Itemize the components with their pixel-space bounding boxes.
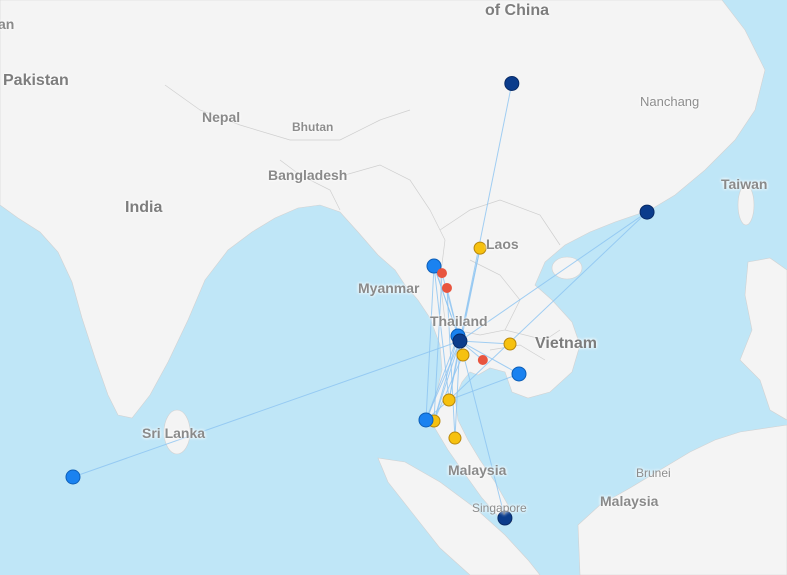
label-singapore: Singapore xyxy=(472,501,527,515)
route-line xyxy=(425,340,461,421)
label-nepal: Nepal xyxy=(202,109,241,125)
philippines-land xyxy=(739,257,787,421)
markers-layer xyxy=(65,75,655,526)
route-line xyxy=(448,211,648,401)
route-line xyxy=(433,335,459,422)
route-line xyxy=(72,340,461,478)
label-taiwan: Taiwan xyxy=(721,176,768,192)
map-marker-blue[interactable] xyxy=(418,412,434,428)
label-thailand: Thailand xyxy=(430,313,488,329)
map-marker-red[interactable] xyxy=(436,268,447,279)
borders xyxy=(164,84,561,361)
route-line xyxy=(459,340,506,519)
label-bhutan: Bhutan xyxy=(292,120,334,134)
label-laos: Laos xyxy=(486,236,519,252)
route-line xyxy=(425,266,435,420)
label-india: India xyxy=(125,199,163,216)
sumatra-land xyxy=(377,457,541,575)
map-marker-yellow[interactable] xyxy=(442,393,456,407)
borneo-land xyxy=(577,424,787,575)
route-line xyxy=(459,211,648,342)
map-marker-dark[interactable] xyxy=(452,333,468,349)
mainland-asia xyxy=(0,0,766,523)
route-line xyxy=(459,83,513,342)
label-myanmar: Myanmar xyxy=(358,280,420,296)
label-malaysia-west: Malaysia xyxy=(448,462,507,478)
map-marker-yellow[interactable] xyxy=(456,348,470,362)
label-pakistan: Pakistan xyxy=(3,72,69,89)
route-line xyxy=(433,354,464,422)
route-line xyxy=(459,340,511,345)
map-marker-yellow[interactable] xyxy=(473,241,487,255)
route-line xyxy=(425,335,459,421)
map-marker-dark[interactable] xyxy=(497,510,513,526)
label-bangladesh: Bangladesh xyxy=(268,167,348,183)
route-line xyxy=(446,287,456,439)
map-marker-dark[interactable] xyxy=(639,204,655,220)
label-brunei: Brunei xyxy=(636,466,671,480)
label-vietnam: Vietnam xyxy=(535,335,597,352)
label-an: an xyxy=(0,16,15,32)
route-line xyxy=(448,248,481,401)
map-marker-red[interactable] xyxy=(441,282,452,293)
route-line xyxy=(459,340,520,375)
map-marker-dark[interactable] xyxy=(504,75,520,91)
label-sri-lanka: Sri Lanka xyxy=(142,425,206,441)
map-marker-yellow[interactable] xyxy=(448,431,462,445)
map-marker-blue[interactable] xyxy=(426,258,442,274)
label-nanchang: Nanchang xyxy=(640,94,700,109)
map-marker-red[interactable] xyxy=(477,354,488,365)
route-line xyxy=(448,373,520,401)
route-line xyxy=(433,265,461,342)
map-marker-blue[interactable] xyxy=(511,366,527,382)
map-marker-yellow[interactable] xyxy=(503,337,517,351)
label-china: of China xyxy=(485,2,549,19)
label-malaysia-east: Malaysia xyxy=(600,493,659,509)
taiwan-land xyxy=(737,184,755,226)
map-marker-blue[interactable] xyxy=(65,469,81,485)
